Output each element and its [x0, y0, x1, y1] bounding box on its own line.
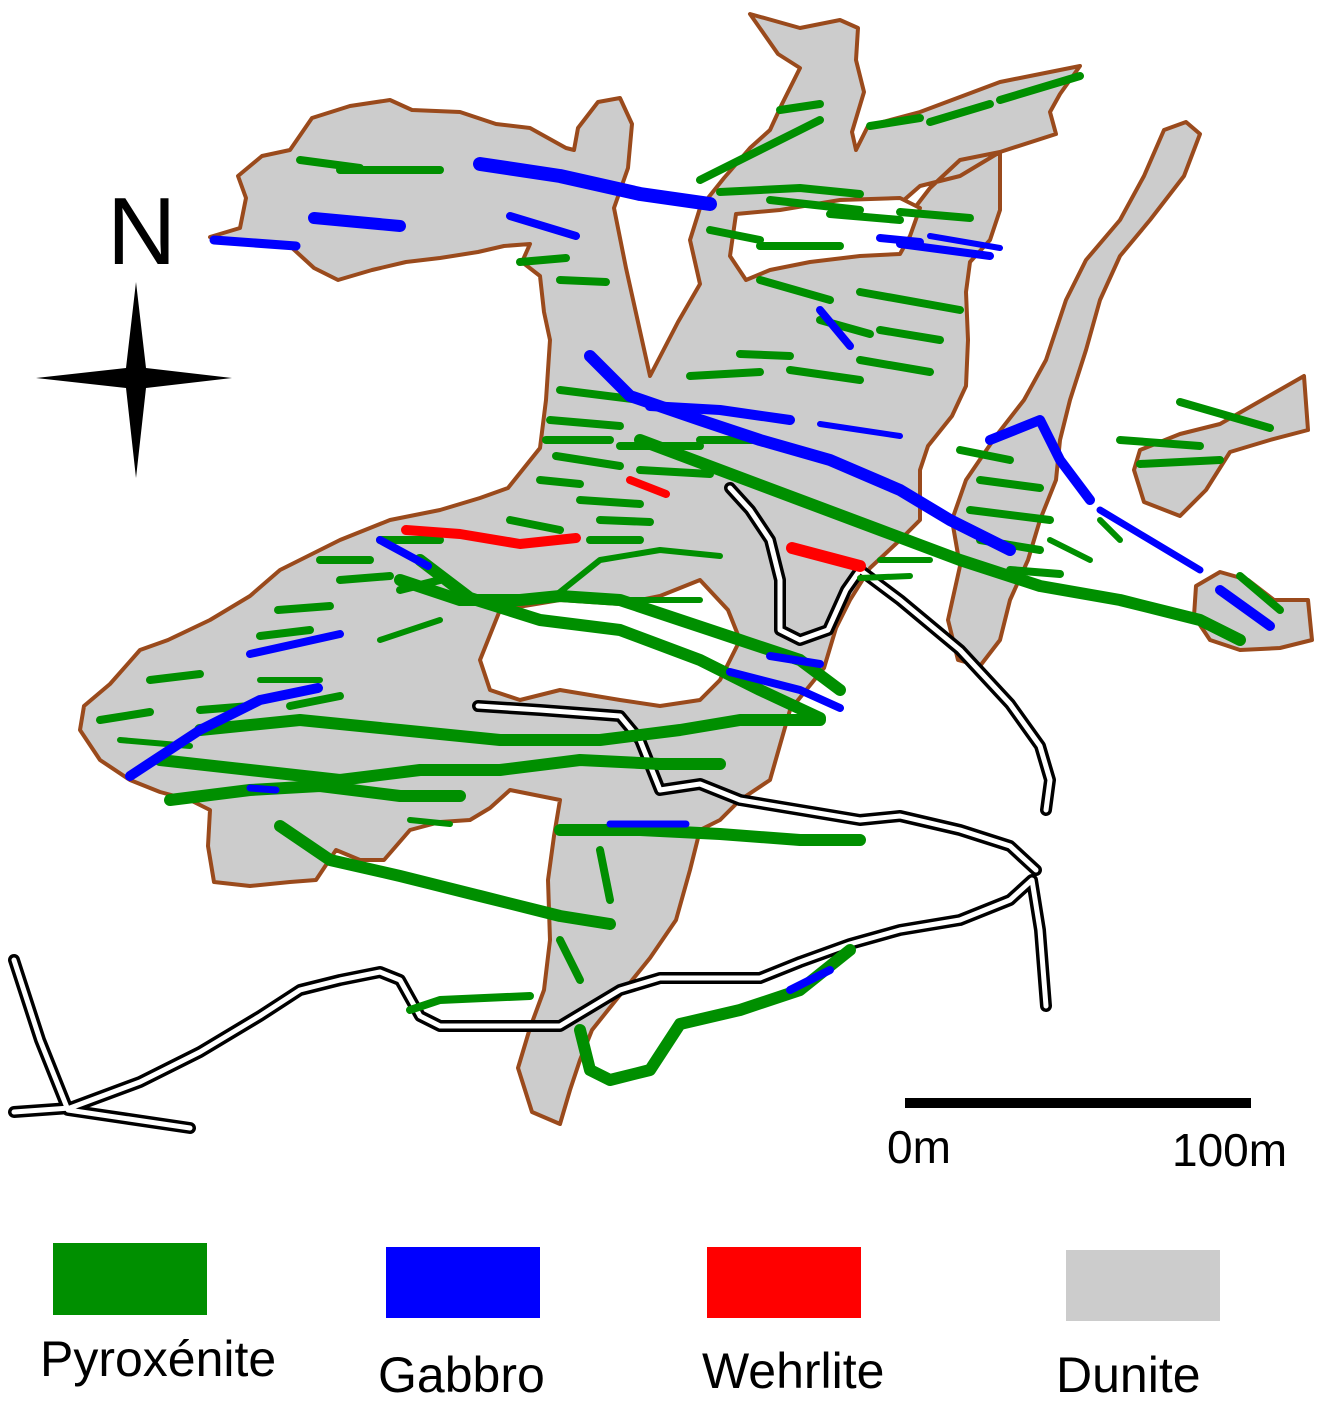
scale-bar-line — [905, 1098, 1251, 1108]
legend-label-wehrlite: Wehrlite — [702, 1343, 884, 1399]
legend-swatch-pyroxenite — [53, 1243, 207, 1315]
north-label: N — [107, 178, 176, 285]
dunite-far-east — [1132, 374, 1310, 518]
legend-label-dunite: Dunite — [1056, 1347, 1201, 1403]
wehrlite-veins — [401, 476, 866, 572]
legend-swatch-gabbro — [386, 1247, 540, 1318]
gabbro-veins — [125, 157, 1275, 994]
dunite-east-arm — [946, 120, 1202, 668]
roads — [8, 482, 1056, 1134]
legend-label-pyroxenite: Pyroxénite — [40, 1331, 276, 1387]
dunite-bodies — [78, 12, 1314, 1126]
scale-bar: 0m 100m — [887, 1098, 1287, 1176]
legend-label-gabbro: Gabbro — [378, 1347, 545, 1403]
legend: Pyroxénite Gabbro Wehrlite Dunite — [40, 1243, 1220, 1403]
scale-start-label: 0m — [887, 1121, 951, 1173]
scale-end-label: 100m — [1172, 1124, 1287, 1176]
dunite-main-body — [78, 12, 1082, 1126]
compass-star-icon — [36, 282, 232, 478]
legend-swatch-dunite — [1066, 1250, 1220, 1321]
north-arrow: N — [36, 178, 232, 478]
legend-swatch-wehrlite — [707, 1247, 861, 1318]
